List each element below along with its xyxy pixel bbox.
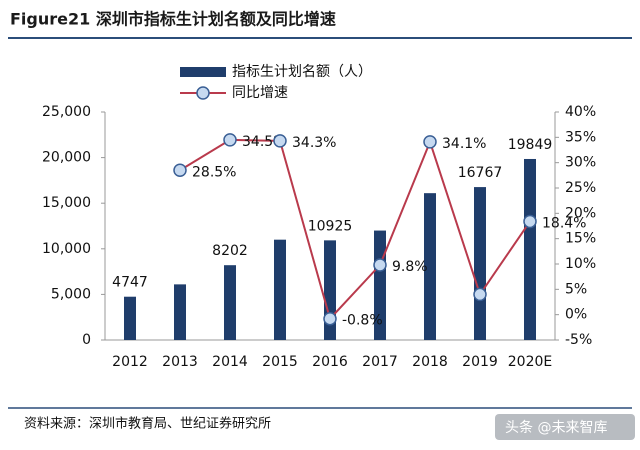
bar-label: 10925 [308, 218, 353, 234]
x-tick-label: 2012 [112, 354, 148, 370]
bar-label: 16767 [458, 165, 503, 181]
y-tick-label: 15,000 [42, 195, 91, 211]
source: 资料来源：深圳市教育局、世纪证券研究所 [24, 416, 271, 432]
x-tick-label: 2020E [508, 354, 552, 370]
line-marker [173, 163, 187, 178]
x-tick-label: 2013 [162, 354, 198, 370]
y-tick-label: 20,000 [42, 150, 91, 166]
bar-label: 4747 [112, 275, 148, 291]
line-label: -0.8% [342, 313, 383, 329]
y2-tick-label: 25% [565, 180, 596, 196]
y2-tick-label: 10% [565, 256, 596, 272]
bar [124, 296, 136, 340]
x-tick-label: 2018 [412, 354, 448, 370]
x-tick-label: 2017 [362, 354, 398, 370]
line-marker [473, 287, 487, 302]
line-marker [323, 311, 337, 326]
chart-title: Figure21 深圳市指标生计划名额及同比增速 [10, 10, 336, 29]
x-tick-label: 2015 [262, 354, 298, 370]
bar [474, 187, 486, 340]
line-label: 34.3% [292, 135, 336, 151]
legend-label: 指标生计划名额（人） [232, 64, 372, 80]
y2-tick-label: 35% [565, 129, 596, 145]
line-marker [523, 214, 537, 229]
line-label: 18.4% [542, 215, 586, 231]
x-tick-label: 2016 [312, 354, 348, 370]
y-tick-label: 5,000 [51, 286, 91, 302]
line-marker [373, 258, 387, 272]
y-tick-label: 10,000 [42, 241, 91, 257]
bar [224, 265, 236, 340]
x-tick-label: 2019 [462, 354, 498, 370]
bar [274, 239, 286, 340]
y2-tick-label: 30% [565, 155, 596, 171]
watermark: 头条 @未来智库 [505, 419, 607, 436]
bar-label: 8202 [212, 243, 248, 259]
line-marker [223, 133, 237, 147]
y2-tick-label: 40% [565, 104, 596, 120]
y2-tick-label: -5% [565, 332, 592, 348]
line-label: 28.5% [192, 164, 236, 180]
x-tick-label: 2014 [212, 354, 248, 370]
line [179, 138, 531, 321]
bar [524, 158, 536, 340]
y2-tick-label: 5% [565, 281, 587, 297]
y2-tick-label: 15% [565, 231, 596, 247]
bar [174, 284, 186, 340]
y-tick-label: 25,000 [42, 104, 91, 120]
legend-marker [196, 86, 210, 100]
line-marker [423, 135, 437, 149]
line-label: 9.8% [392, 259, 428, 275]
y2-tick-label: 0% [565, 307, 587, 323]
legend-label: 同比增速 [232, 85, 288, 101]
y2-tick-label: 20% [565, 205, 596, 221]
y-tick-label: 0 [82, 332, 91, 348]
bar [424, 193, 436, 340]
legend-swatch [180, 67, 226, 77]
bar-label: 19849 [508, 137, 553, 153]
line-marker [273, 134, 287, 148]
line-label: 34.1% [442, 136, 486, 152]
watermark-bg [495, 414, 635, 440]
